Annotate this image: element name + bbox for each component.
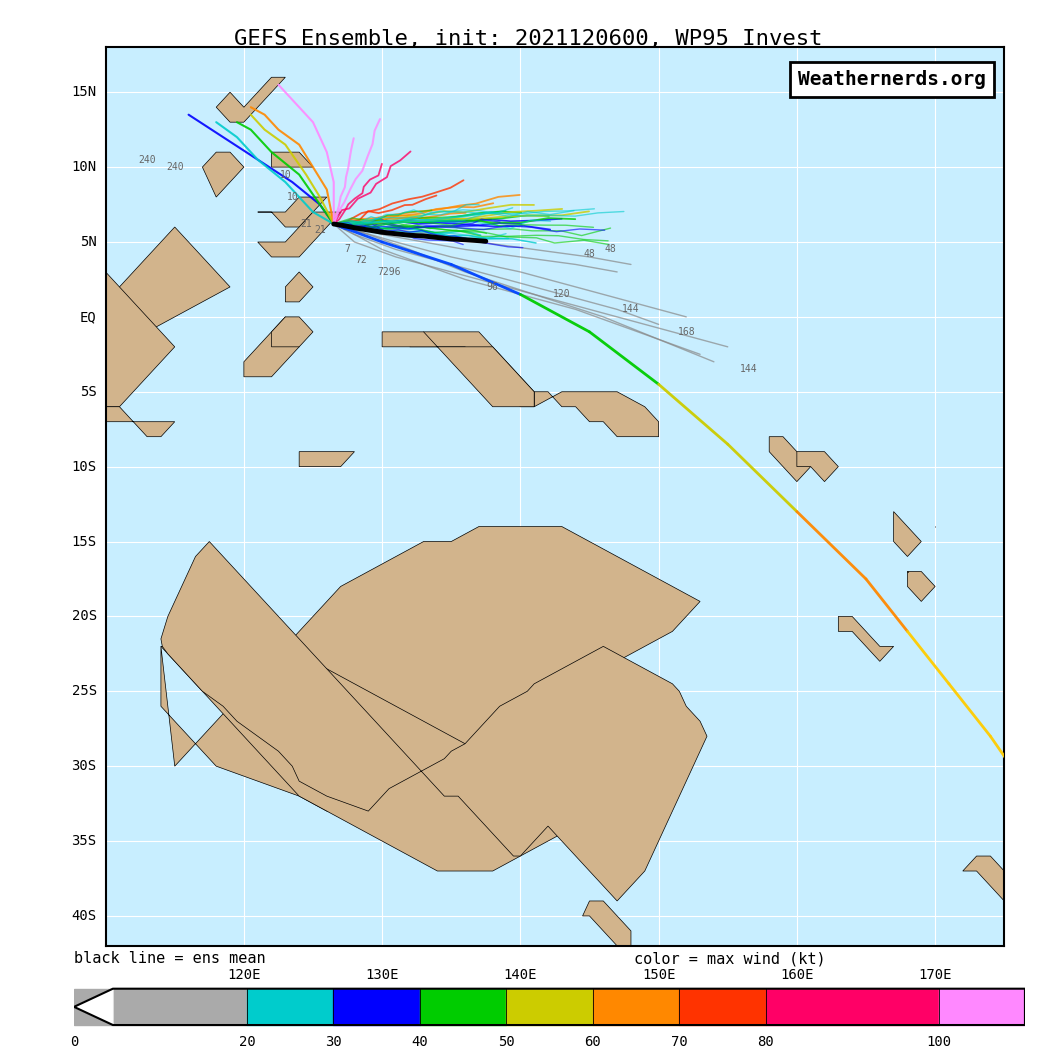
Polygon shape (202, 152, 244, 198)
Bar (939, 989, 1025, 1025)
Polygon shape (74, 989, 113, 1025)
Polygon shape (582, 901, 631, 946)
Text: EQ: EQ (80, 310, 96, 324)
Text: 7: 7 (345, 245, 351, 254)
Text: 20S: 20S (72, 610, 96, 623)
Text: 168: 168 (678, 327, 696, 337)
Bar (247, 989, 333, 1025)
Text: 15S: 15S (72, 535, 96, 549)
Text: 40: 40 (411, 1034, 428, 1049)
Text: 130E: 130E (366, 968, 398, 983)
Polygon shape (244, 317, 299, 377)
Polygon shape (217, 78, 285, 122)
Polygon shape (893, 512, 922, 557)
Polygon shape (161, 646, 590, 871)
Text: 70: 70 (671, 1034, 688, 1049)
Text: 96: 96 (487, 282, 499, 292)
Text: GEFS Ensemble, init: 2021120600, WP95 Invest: GEFS Ensemble, init: 2021120600, WP95 In… (235, 29, 822, 49)
Text: 7296: 7296 (377, 267, 401, 277)
Text: 30: 30 (326, 1034, 341, 1049)
Polygon shape (285, 272, 313, 302)
Polygon shape (383, 332, 534, 407)
Text: 10: 10 (279, 169, 292, 180)
Polygon shape (106, 227, 230, 332)
Text: 0: 0 (70, 1034, 78, 1049)
Bar (74, 989, 247, 1025)
Text: 10: 10 (286, 192, 298, 202)
Text: 5S: 5S (80, 385, 96, 398)
Text: color = max wind (kt): color = max wind (kt) (634, 951, 826, 966)
Polygon shape (410, 332, 534, 407)
Text: 40S: 40S (72, 909, 96, 923)
Text: 10S: 10S (72, 459, 96, 474)
Polygon shape (258, 212, 340, 257)
Text: 140E: 140E (503, 968, 537, 983)
Text: 80: 80 (758, 1034, 774, 1049)
Text: 170E: 170E (919, 968, 952, 983)
Polygon shape (797, 452, 838, 481)
Text: 240: 240 (138, 154, 156, 165)
Text: 150E: 150E (642, 968, 675, 983)
Text: 20: 20 (239, 1034, 256, 1049)
Text: 144: 144 (740, 365, 757, 374)
Polygon shape (161, 541, 707, 901)
Polygon shape (161, 527, 700, 811)
Text: 15N: 15N (72, 85, 96, 99)
Polygon shape (299, 452, 354, 467)
Polygon shape (258, 198, 327, 227)
Text: 144: 144 (623, 305, 639, 314)
Polygon shape (106, 272, 174, 407)
Text: 35S: 35S (72, 834, 96, 848)
Text: 240: 240 (166, 162, 184, 172)
Text: 120E: 120E (227, 968, 261, 983)
Text: 160E: 160E (780, 968, 814, 983)
Bar (680, 989, 766, 1025)
Polygon shape (272, 317, 313, 347)
Polygon shape (838, 616, 893, 661)
Polygon shape (963, 856, 1045, 931)
Bar (766, 989, 939, 1025)
Polygon shape (1032, 572, 1057, 601)
Text: 120: 120 (553, 289, 571, 300)
Bar (593, 989, 680, 1025)
Text: 72: 72 (355, 255, 367, 265)
Text: 48: 48 (583, 249, 595, 259)
Text: 5N: 5N (80, 235, 96, 249)
Text: 25S: 25S (72, 684, 96, 698)
Text: 21: 21 (300, 219, 312, 229)
Text: 50: 50 (498, 1034, 515, 1049)
Text: 10N: 10N (72, 160, 96, 174)
Text: 100: 100 (926, 1034, 951, 1049)
Text: Weathernerds.org: Weathernerds.org (798, 69, 986, 88)
Polygon shape (534, 392, 659, 437)
Polygon shape (986, 989, 1025, 1025)
Bar (333, 989, 420, 1025)
Polygon shape (879, 961, 977, 1006)
Polygon shape (908, 572, 935, 601)
Text: 21: 21 (314, 225, 326, 235)
Polygon shape (769, 437, 811, 481)
Text: 60: 60 (585, 1034, 601, 1049)
Text: 30S: 30S (72, 759, 96, 774)
Text: 48: 48 (605, 245, 616, 254)
Bar (420, 989, 506, 1025)
Polygon shape (106, 407, 174, 437)
Bar (506, 989, 593, 1025)
Polygon shape (272, 152, 313, 167)
Text: black line = ens mean: black line = ens mean (74, 951, 265, 966)
